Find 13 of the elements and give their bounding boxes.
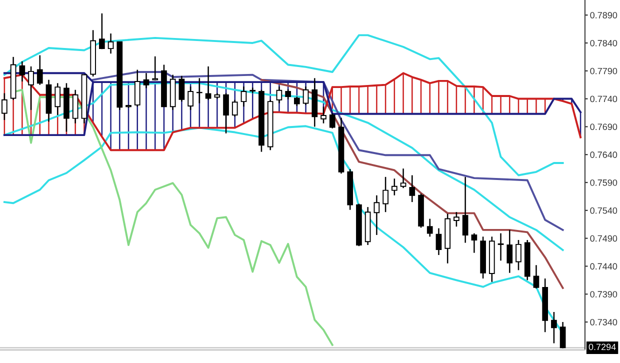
y-tick-label: 0.7640 <box>590 152 618 158</box>
y-tick-label: 0.7390 <box>590 291 618 298</box>
ref-line-label: 0.7294 <box>588 344 616 350</box>
y-tick-label: 0.7540 <box>590 207 618 214</box>
y-tick-label: 0.7590 <box>590 179 618 186</box>
y-tick-label: 0.7690 <box>590 124 618 130</box>
y-tick-label: 0.7790 <box>590 68 618 74</box>
y-tick-label: 0.7340 <box>590 318 618 326</box>
y-tick-label: 0.7840 <box>590 40 618 46</box>
y-tick-label: 0.7490 <box>590 235 618 242</box>
y-tick-label: 0.7740 <box>590 96 618 102</box>
y-tick-label: 0.7440 <box>590 263 618 270</box>
y-tick-label: 0.7890 <box>590 12 618 18</box>
